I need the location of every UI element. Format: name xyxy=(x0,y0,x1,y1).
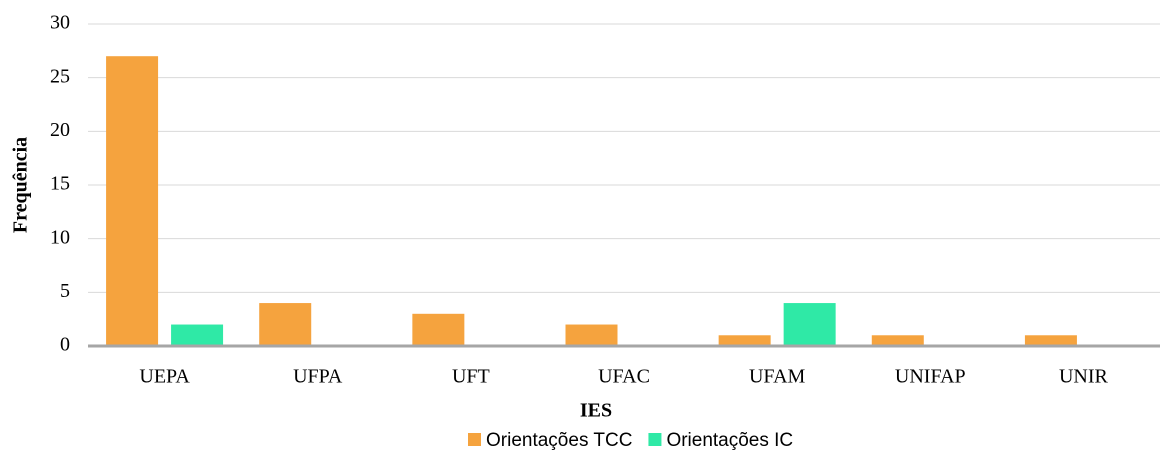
y-tick-label: 15 xyxy=(50,173,70,195)
legend-label: Orientações IC xyxy=(666,430,793,451)
x-tick-label: UEPA xyxy=(139,366,190,388)
bar xyxy=(412,313,465,346)
legend-swatch xyxy=(468,433,481,446)
legend-swatch xyxy=(648,433,662,446)
bar xyxy=(871,335,924,346)
bar xyxy=(106,56,159,346)
bar xyxy=(565,324,618,346)
bar xyxy=(171,324,224,346)
bar xyxy=(783,303,836,346)
bar xyxy=(718,335,771,346)
x-tick-label: UNIFAP xyxy=(895,366,966,388)
y-tick-label: 30 xyxy=(50,12,70,34)
x-tick-label: UFAM xyxy=(749,366,806,388)
y-tick-label: 20 xyxy=(50,119,70,141)
y-axis-title: Frequência xyxy=(10,137,32,233)
x-axis-title: IES xyxy=(580,400,612,422)
x-tick-label: UFAC xyxy=(598,366,650,388)
y-tick-label: 10 xyxy=(50,226,70,248)
y-tick-label: 0 xyxy=(60,334,70,356)
legend-label: Orientações TCC xyxy=(486,430,632,451)
y-tick-label: 25 xyxy=(50,65,70,87)
x-tick-label: UFPA xyxy=(293,366,343,388)
x-tick-label: UNIR xyxy=(1059,366,1109,388)
bar xyxy=(1024,335,1077,346)
bar xyxy=(259,303,312,346)
x-tick-label: UFT xyxy=(452,366,490,388)
y-tick-label: 5 xyxy=(60,280,70,302)
